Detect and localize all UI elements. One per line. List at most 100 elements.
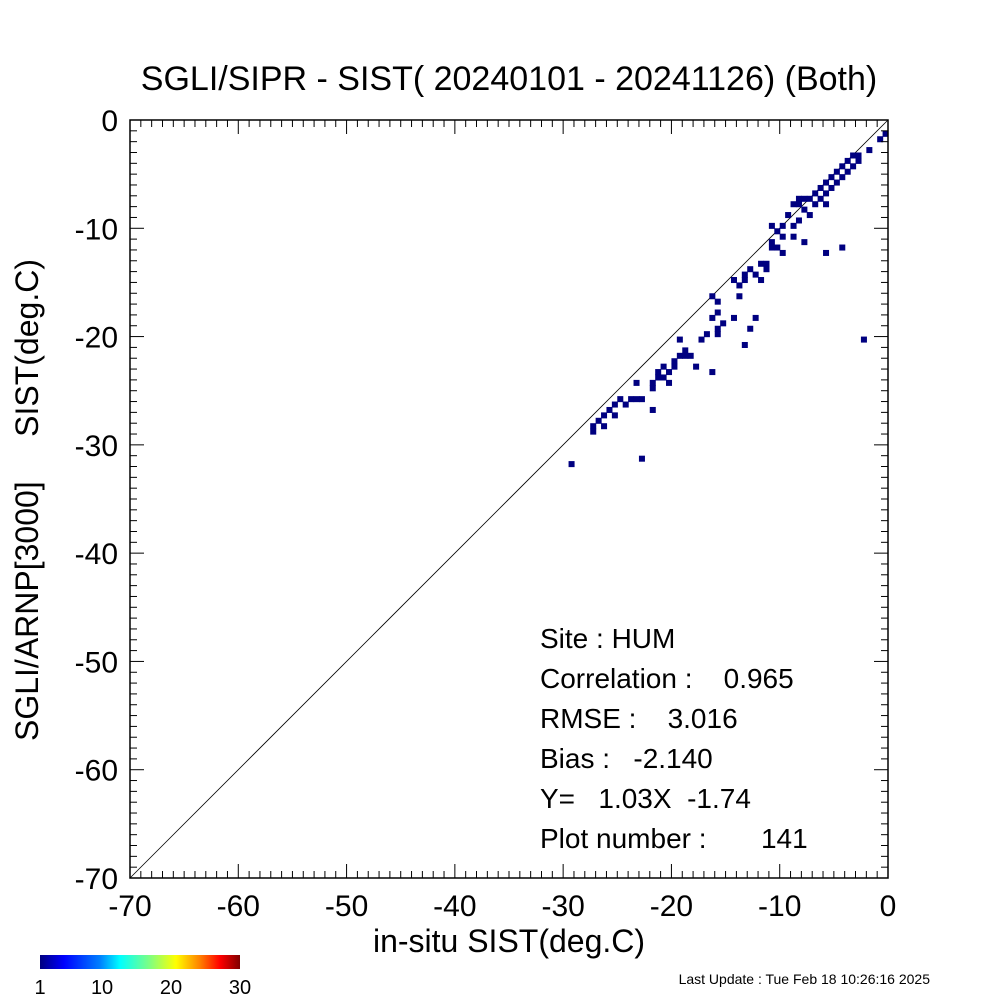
data-bin: [828, 174, 835, 181]
data-bin: [850, 163, 857, 170]
colorbar-tick-label: 20: [160, 977, 182, 999]
x-tick-label: -30: [541, 890, 584, 923]
data-bin: [687, 352, 694, 359]
data-bin: [682, 352, 689, 359]
data-bin: [666, 379, 673, 386]
x-axis-label: in-situ SIST(deg.C): [373, 923, 645, 959]
data-bin: [823, 190, 830, 197]
data-bin: [812, 190, 819, 197]
data-bin: [601, 412, 608, 419]
x-tick-label: -70: [108, 890, 151, 923]
data-bin: [790, 201, 797, 208]
x-tick-label: -40: [433, 890, 476, 923]
data-bin: [709, 314, 716, 321]
data-bin: [806, 212, 813, 219]
data-bin: [730, 314, 737, 321]
stat-regression: Y= 1.03X -1.74: [540, 783, 751, 814]
data-bin: [774, 228, 781, 235]
data-bin: [703, 331, 710, 338]
axis-ticks: [129, 119, 889, 879]
y-tick-label: -20: [75, 322, 118, 355]
stat-site: Site : HUM: [540, 623, 675, 654]
y-tick-label: -10: [75, 213, 118, 246]
data-bin: [768, 239, 775, 246]
data-bin: [790, 222, 797, 229]
plot-area: [129, 119, 889, 879]
data-bin: [763, 266, 770, 273]
data-bin: [741, 271, 748, 278]
data-bin: [839, 244, 846, 251]
data-bin: [611, 412, 618, 419]
y-tick-label: -30: [75, 430, 118, 463]
data-bin: [844, 168, 851, 175]
data-bin: [628, 396, 635, 403]
data-bin: [720, 320, 727, 327]
data-bin: [806, 195, 813, 202]
data-bin: [638, 455, 645, 462]
stat-bias: Bias : -2.140: [540, 743, 713, 774]
data-bin: [655, 374, 662, 381]
data-bin: [785, 212, 792, 219]
chart-title: SGLI/SIPR - SIST( 20240101 - 20241126) (…: [141, 60, 877, 98]
data-bin: [817, 195, 824, 202]
data-bin: [747, 266, 754, 273]
data-bin: [795, 195, 802, 202]
data-bin: [714, 298, 721, 305]
x-tick-label: -10: [758, 890, 801, 923]
x-tick-label: -60: [217, 890, 260, 923]
stats-box: Site : HUM Correlation : 0.965 RMSE : 3.…: [540, 623, 808, 854]
data-bin: [779, 222, 786, 229]
data-bin: [633, 396, 640, 403]
data-bin: [649, 385, 656, 392]
data-bin: [709, 293, 716, 300]
data-bin: [649, 406, 656, 413]
data-bin: [649, 379, 656, 386]
data-bin: [671, 358, 678, 365]
x-tick-label: -20: [650, 890, 693, 923]
data-bin: [714, 309, 721, 316]
data-bin: [801, 195, 808, 202]
y-tick-labels: 0 -10 -20 -30 -40 -50 -60 -70: [75, 105, 118, 896]
colorbar-tick-label: 1: [34, 977, 45, 999]
data-bin: [812, 201, 819, 208]
y-tick-label: -50: [75, 646, 118, 679]
data-bin: [752, 271, 759, 278]
data-bin: [660, 363, 667, 370]
data-bin: [752, 314, 759, 321]
data-bin: [736, 293, 743, 300]
data-bin: [638, 396, 645, 403]
data-bin: [611, 401, 618, 408]
data-bin: [714, 331, 721, 338]
data-bin: [709, 369, 716, 376]
data-bin: [763, 260, 770, 267]
stat-plot-number: Plot number : 141: [540, 823, 808, 854]
data-bin: [590, 423, 597, 430]
data-bin: [839, 174, 846, 181]
data-bin: [817, 184, 824, 191]
data-bin: [758, 260, 765, 267]
data-bin: [855, 157, 862, 164]
data-bin: [860, 336, 867, 343]
data-bin: [676, 352, 683, 359]
data-bin: [795, 217, 802, 224]
data-bin: [790, 233, 797, 240]
data-bin: [682, 347, 689, 354]
colorbar: 1 10 20 30: [34, 955, 251, 999]
data-bin: [866, 147, 873, 154]
y-axis-label: SGLI/ARNP[3000] SIST(deg.C): [9, 259, 45, 741]
data-bin: [590, 428, 597, 435]
data-bin: [877, 136, 884, 143]
y-tick-label: -70: [75, 863, 118, 896]
data-bin: [633, 379, 640, 386]
data-bin: [823, 249, 830, 256]
data-bin: [801, 239, 808, 246]
data-bin: [714, 325, 721, 332]
data-bin: [839, 163, 846, 170]
data-bin: [768, 244, 775, 251]
data-bin: [833, 179, 840, 186]
data-bin: [758, 277, 765, 284]
data-bin: [844, 157, 851, 164]
x-tick-label: 0: [880, 890, 897, 923]
data-bin: [768, 222, 775, 229]
